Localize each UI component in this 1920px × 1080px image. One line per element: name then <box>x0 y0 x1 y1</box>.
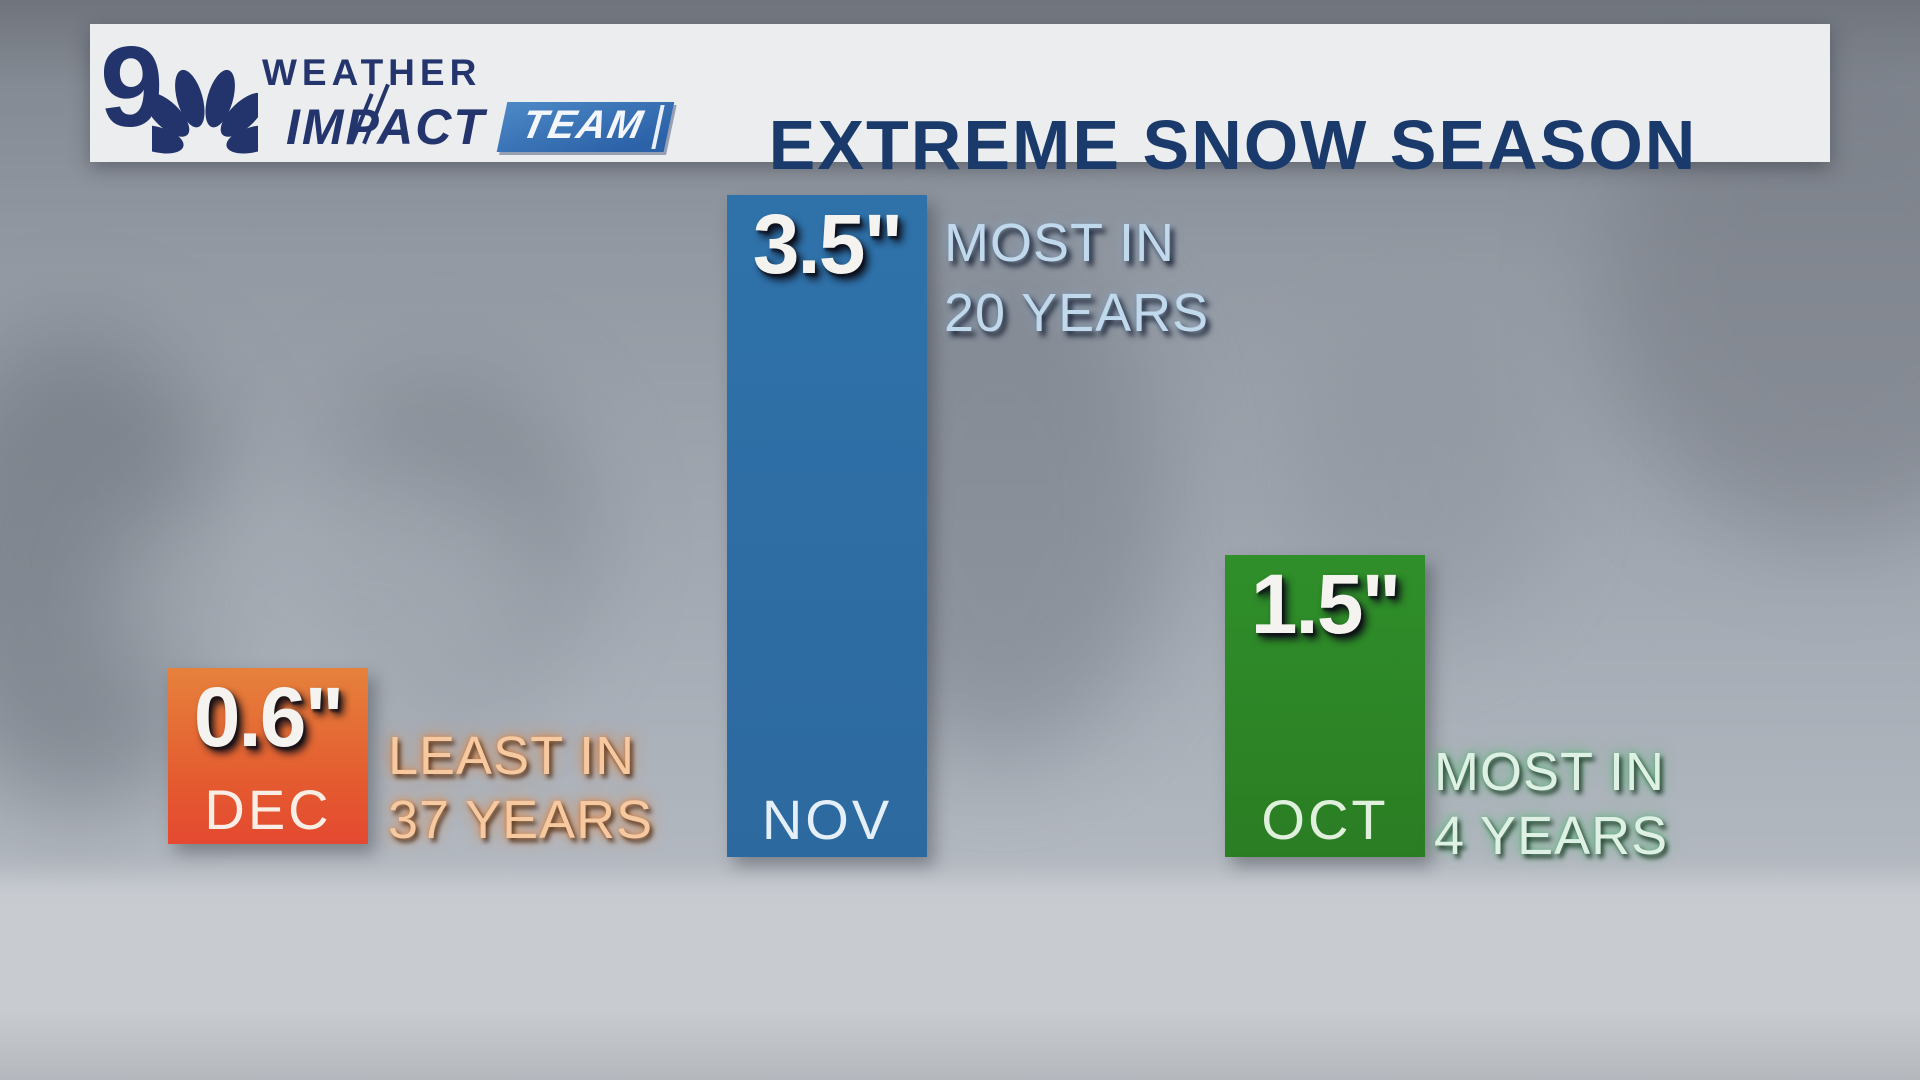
bar-december-month: DEC <box>204 778 332 841</box>
annotation-november: MOST IN 20 YEARS <box>944 208 1209 348</box>
bar-december-value: 0.6" <box>193 670 345 764</box>
weather-impact-team-logo: WEATHER IMPACT TEAM <box>262 52 762 156</box>
bar-october: 1.5" OCT <box>1225 555 1425 857</box>
brand-team-text: TEAM <box>517 103 649 147</box>
bar-october-value: 1.5" <box>1250 557 1402 651</box>
annotation-november-line1: MOST IN <box>944 213 1176 273</box>
annotation-december-line2: 37 YEARS <box>388 790 654 850</box>
bar-november-value: 3.5" <box>752 197 904 291</box>
nbc-peacock-icon <box>127 56 283 159</box>
bar-october-month: OCT <box>1261 788 1389 851</box>
bar-november-month: NOV <box>761 788 893 851</box>
annotation-october-line1: MOST IN <box>1434 742 1666 802</box>
brand-weather-text: WEATHER <box>262 52 482 93</box>
annotation-october-line2: 4 YEARS <box>1434 806 1669 866</box>
annotation-december: LEAST IN 37 YEARS <box>388 724 653 852</box>
background-bottom-shade <box>0 1010 1920 1080</box>
bar-december: 0.6" DEC <box>168 668 368 844</box>
background-snow-ground <box>0 878 1920 1080</box>
bar-november: 3.5" NOV <box>727 195 927 857</box>
annotation-december-line1: LEAST IN <box>388 726 636 786</box>
page-title: EXTREME SNOW SEASON <box>768 105 1698 184</box>
header-band: 9 WEATHER IMPACT TEAM <box>90 24 1830 181</box>
brand-impact-text: IMPACT <box>286 99 486 155</box>
brand-team-badge: TEAM <box>496 102 675 152</box>
annotation-october: MOST IN 4 YEARS <box>1434 740 1668 868</box>
annotation-november-line2: 20 YEARS <box>944 283 1210 343</box>
